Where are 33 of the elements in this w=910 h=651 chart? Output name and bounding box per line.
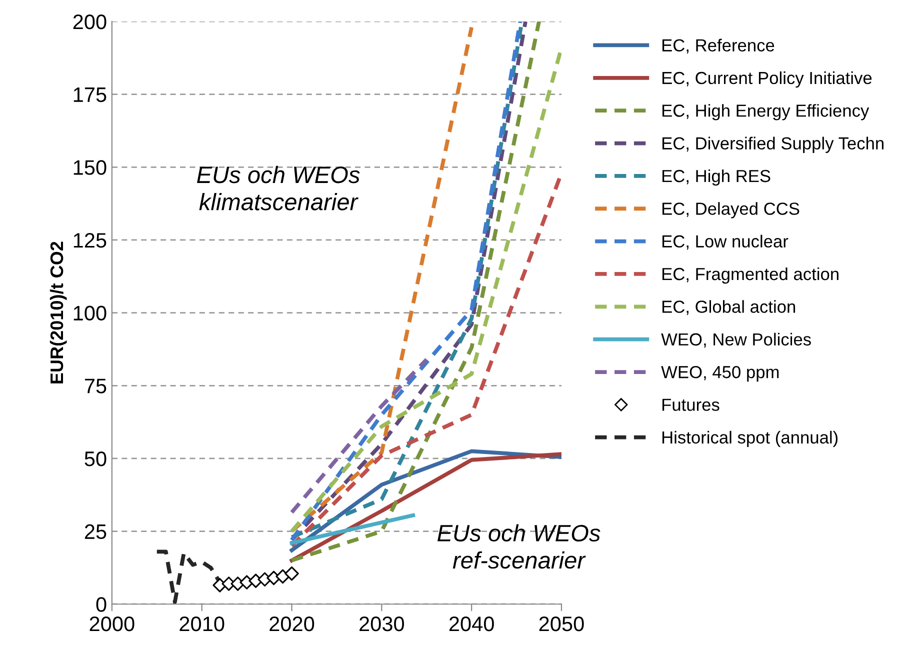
x-tick-label: 2010 — [180, 616, 224, 632]
legend-label: EC, Reference — [662, 38, 774, 54]
y-axis-title: EUR(2010)/t CO2 — [50, 242, 67, 384]
legend-label: WEO, 450 ppm — [661, 366, 779, 382]
point — [284, 566, 299, 581]
legend-label: EC, High RES — [662, 169, 770, 186]
legend-label: EC, High Energy Efficiency — [662, 104, 870, 120]
y-tick-label: 200 — [73, 14, 106, 30]
legend-label: EC, Current Policy Initiative — [662, 71, 872, 88]
legend-label: EC, Diversified Supply Techn — [662, 136, 884, 153]
legend-label: Futures — [662, 398, 720, 411]
y-tick-label: 100 — [74, 306, 106, 321]
legend-label: WEO, New Policies — [661, 332, 811, 348]
annotation: EUs och WEOs ref-scenarier — [437, 524, 600, 569]
y-tick-label: 125 — [74, 232, 106, 248]
x-tick-label: 2020 — [270, 616, 314, 632]
legend-label: Historical spot (annual) — [662, 430, 838, 448]
y-tick-label: 50 — [84, 451, 106, 466]
x-tick-label: 2050 — [539, 616, 584, 632]
x-tick-label: 2030 — [360, 616, 404, 632]
y-tick-label: 150 — [74, 160, 106, 175]
y-tick-label: 75 — [84, 378, 106, 394]
legend-label: EC, Fragmented action — [662, 267, 838, 284]
x-tick-label: 2000 — [90, 616, 134, 632]
legend-label: EC, Global action — [662, 300, 796, 315]
y-tick-label: 0 — [96, 597, 106, 612]
y-tick-label: 175 — [74, 88, 106, 102]
legend-label: EC, Delayed CCS — [662, 202, 800, 218]
y-tick-label: 25 — [84, 524, 106, 540]
point — [276, 569, 290, 584]
x-tick-label: 2040 — [449, 616, 494, 632]
annotation: EUs och WEOs klimatscenarier — [196, 166, 360, 210]
legend-label: EC, Low nuclear — [662, 234, 788, 250]
